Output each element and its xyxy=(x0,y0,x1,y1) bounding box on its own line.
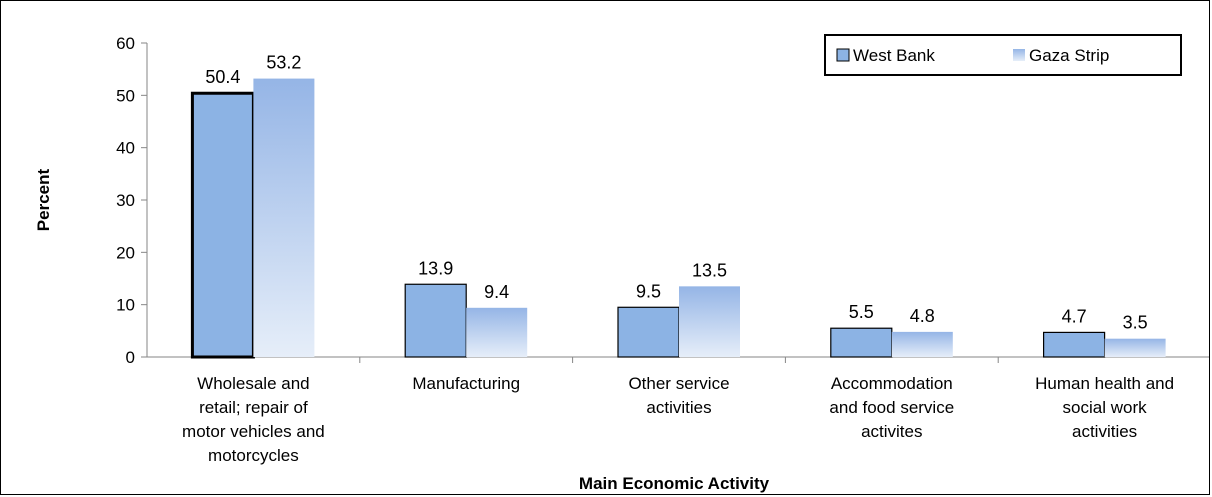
legend-swatch-west-bank xyxy=(836,48,850,62)
data-label: 4.8 xyxy=(910,306,935,326)
y-tick-label: 0 xyxy=(126,348,135,367)
bar-west-bank xyxy=(617,306,680,358)
bar-gaza-strip xyxy=(253,78,315,357)
legend-label: Gaza Strip xyxy=(1029,46,1109,65)
bar-west-bank xyxy=(404,283,467,358)
x-tick-label-line: social work xyxy=(1063,398,1148,417)
x-tick-label-line: activites xyxy=(861,422,922,441)
data-label: 9.4 xyxy=(484,282,509,302)
x-tick-label-line: Manufacturing xyxy=(412,374,520,393)
y-tick-label: 60 xyxy=(116,34,135,53)
x-tick-label-line: Human health and xyxy=(1035,374,1174,393)
legend-box xyxy=(824,34,1182,76)
legend-swatch-gaza-strip xyxy=(1013,49,1025,61)
data-label: 50.4 xyxy=(205,67,240,87)
x-tick-label: Wholesale and retail; repair of motor vehi… xyxy=(182,374,325,465)
y-tick-label: 50 xyxy=(116,86,135,105)
x-tick-label: Accommodation and food service activites xyxy=(829,374,954,441)
x-tick-label-line: Wholesale and xyxy=(197,374,309,393)
data-label: 9.5 xyxy=(636,281,661,301)
bar-west-bank xyxy=(1042,331,1106,358)
x-tick-label-line: retail; repair of xyxy=(199,398,308,417)
x-tick-label-line: activities xyxy=(1072,422,1137,441)
bar-gaza-strip xyxy=(466,307,528,357)
x-tick-label-line: Accommodation xyxy=(831,374,953,393)
x-tick-label-line: activities xyxy=(646,398,711,417)
x-tick-label: Manufacturing xyxy=(412,374,520,393)
bars xyxy=(190,78,1166,359)
bar-gaza-strip xyxy=(1104,338,1166,357)
x-tick-label-line: Other service xyxy=(628,374,729,393)
y-axis-title: Percent xyxy=(34,168,53,231)
data-label: 4.7 xyxy=(1062,306,1087,326)
data-label: 3.5 xyxy=(1123,313,1148,333)
legend-label: West Bank xyxy=(853,46,935,65)
data-labels: 50.4 53.2 13.9 9.4 9.5 13.5 5.5 4.8 4.7 3.5 xyxy=(205,53,1147,333)
bar-west-bank xyxy=(830,327,893,358)
x-tick-label-line: motorcycles xyxy=(208,446,299,465)
data-label: 13.5 xyxy=(692,260,727,280)
bar-gaza-strip xyxy=(679,286,740,357)
x-axis-title: Main Economic Activity xyxy=(579,474,770,493)
y-tick-label: 20 xyxy=(116,243,135,262)
y-tick-label: 10 xyxy=(116,296,135,315)
axes: 0 10 20 30 40 50 60 Percent Wholesale and retail;… xyxy=(34,34,1209,493)
bar-gaza-strip xyxy=(891,331,953,357)
x-tick-label: Human health and social work activities xyxy=(1035,374,1174,441)
data-label: 13.9 xyxy=(418,258,453,278)
bar-west-bank xyxy=(190,91,255,359)
data-label: 53.2 xyxy=(266,53,301,73)
x-tick-label-line: and food service xyxy=(829,398,954,417)
x-tick-label-line: motor vehicles and xyxy=(182,422,325,441)
x-tick-label: Other service activities xyxy=(628,374,729,417)
y-tick-label: 30 xyxy=(116,191,135,210)
data-label: 5.5 xyxy=(849,302,874,322)
legend: West Bank Gaza Strip xyxy=(824,34,1182,76)
y-tick-label: 40 xyxy=(116,139,135,158)
